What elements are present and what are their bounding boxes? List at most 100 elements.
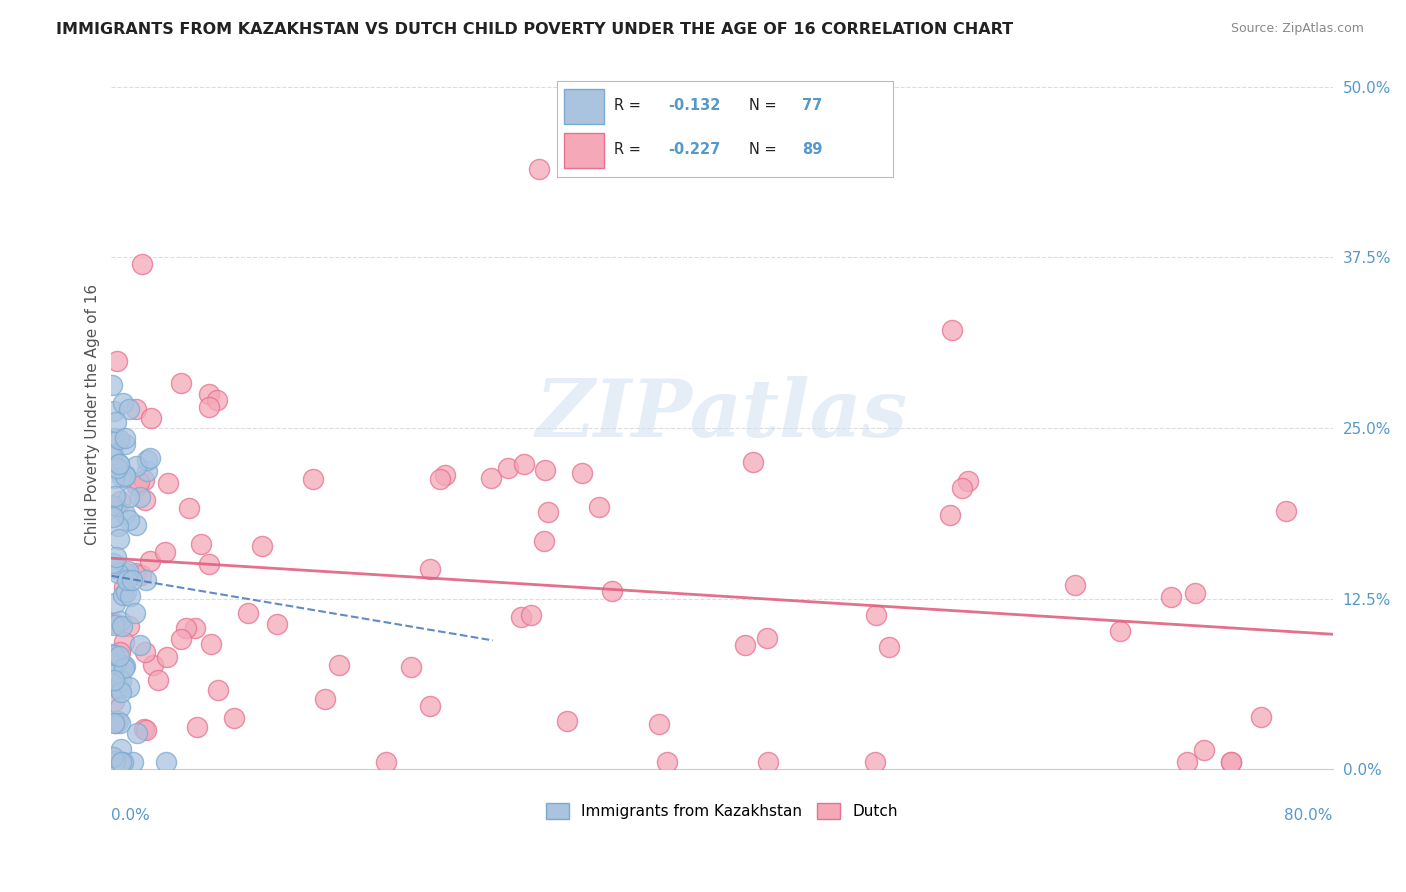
Point [1219, 756, 1241, 770]
Point [107, 680, 129, 694]
Point [190, 536, 212, 550]
Point [104, 489, 127, 503]
Legend: Immigrants from Kazakhstan, Dutch: Immigrants from Kazakhstan, Dutch [540, 797, 904, 825]
Point [533, 534, 555, 549]
Point [131, 257, 153, 271]
Y-axis label: Child Poverty Under the Age of 16: Child Poverty Under the Age of 16 [86, 284, 100, 545]
Point [103, 471, 125, 485]
Point [224, 711, 246, 725]
Point [419, 698, 441, 713]
Point [118, 618, 141, 632]
Point [101, 449, 124, 463]
Point [103, 404, 125, 418]
Point [125, 402, 148, 417]
Point [112, 635, 135, 649]
Point [1250, 710, 1272, 724]
Point [108, 457, 131, 471]
Point [110, 684, 132, 698]
Point [1063, 578, 1085, 592]
Point [401, 659, 423, 673]
Point [146, 673, 169, 688]
Point [103, 615, 125, 630]
Point [125, 517, 148, 532]
Point [756, 756, 779, 770]
Point [105, 716, 128, 731]
Point [117, 564, 139, 578]
Point [118, 401, 141, 416]
Point [101, 446, 124, 460]
Text: IMMIGRANTS FROM KAZAKHSTAN VS DUTCH CHILD POVERTY UNDER THE AGE OF 16 CORRELATIO: IMMIGRANTS FROM KAZAKHSTAN VS DUTCH CHIL… [56, 22, 1014, 37]
Point [200, 637, 222, 651]
Point [103, 617, 125, 632]
Point [110, 716, 132, 731]
Point [136, 453, 159, 467]
Point [103, 694, 125, 708]
Point [1160, 590, 1182, 604]
Point [647, 717, 669, 731]
Point [153, 545, 176, 559]
Point [939, 508, 962, 522]
Point [114, 507, 136, 521]
Text: ZIPatlas: ZIPatlas [536, 376, 908, 453]
Point [110, 645, 132, 659]
Point [537, 505, 560, 519]
Point [124, 606, 146, 620]
Point [111, 588, 134, 602]
Point [863, 756, 886, 770]
Point [952, 482, 974, 496]
Point [101, 647, 124, 661]
Point [128, 638, 150, 652]
Point [101, 510, 124, 524]
Point [103, 432, 125, 446]
Point [103, 749, 125, 764]
Point [110, 742, 132, 756]
Point [103, 561, 125, 575]
Point [1184, 586, 1206, 600]
Point [115, 566, 138, 580]
Point [479, 471, 502, 485]
Point [142, 658, 165, 673]
Point [114, 431, 136, 445]
Point [101, 378, 124, 392]
Point [135, 723, 157, 738]
Point [104, 500, 127, 514]
Point [207, 682, 229, 697]
Point [108, 699, 131, 714]
Point [110, 756, 132, 770]
Point [110, 674, 132, 689]
Point [139, 451, 162, 466]
Point [114, 659, 136, 673]
Point [127, 479, 149, 493]
Point [513, 458, 536, 472]
Point [132, 474, 155, 488]
Point [534, 463, 557, 477]
Point [877, 640, 900, 655]
Point [555, 714, 578, 728]
Point [429, 472, 451, 486]
Point [571, 466, 593, 480]
Text: 0.0%: 0.0% [111, 808, 150, 823]
Point [122, 756, 145, 770]
Point [301, 472, 323, 486]
Point [104, 597, 127, 611]
Point [198, 400, 221, 414]
Point [186, 720, 208, 734]
Point [110, 615, 132, 629]
Point [111, 619, 134, 633]
Point [170, 632, 193, 647]
Point [434, 468, 457, 483]
Text: 80.0%: 80.0% [1285, 808, 1333, 823]
Point [156, 650, 179, 665]
Point [375, 756, 398, 770]
Point [755, 631, 778, 645]
Point [112, 661, 135, 675]
Point [114, 469, 136, 483]
Point [104, 754, 127, 768]
Point [111, 396, 134, 410]
Point [124, 566, 146, 581]
Point [111, 470, 134, 484]
Point [118, 513, 141, 527]
Point [111, 657, 134, 672]
Point [419, 562, 441, 576]
Point [105, 460, 128, 475]
